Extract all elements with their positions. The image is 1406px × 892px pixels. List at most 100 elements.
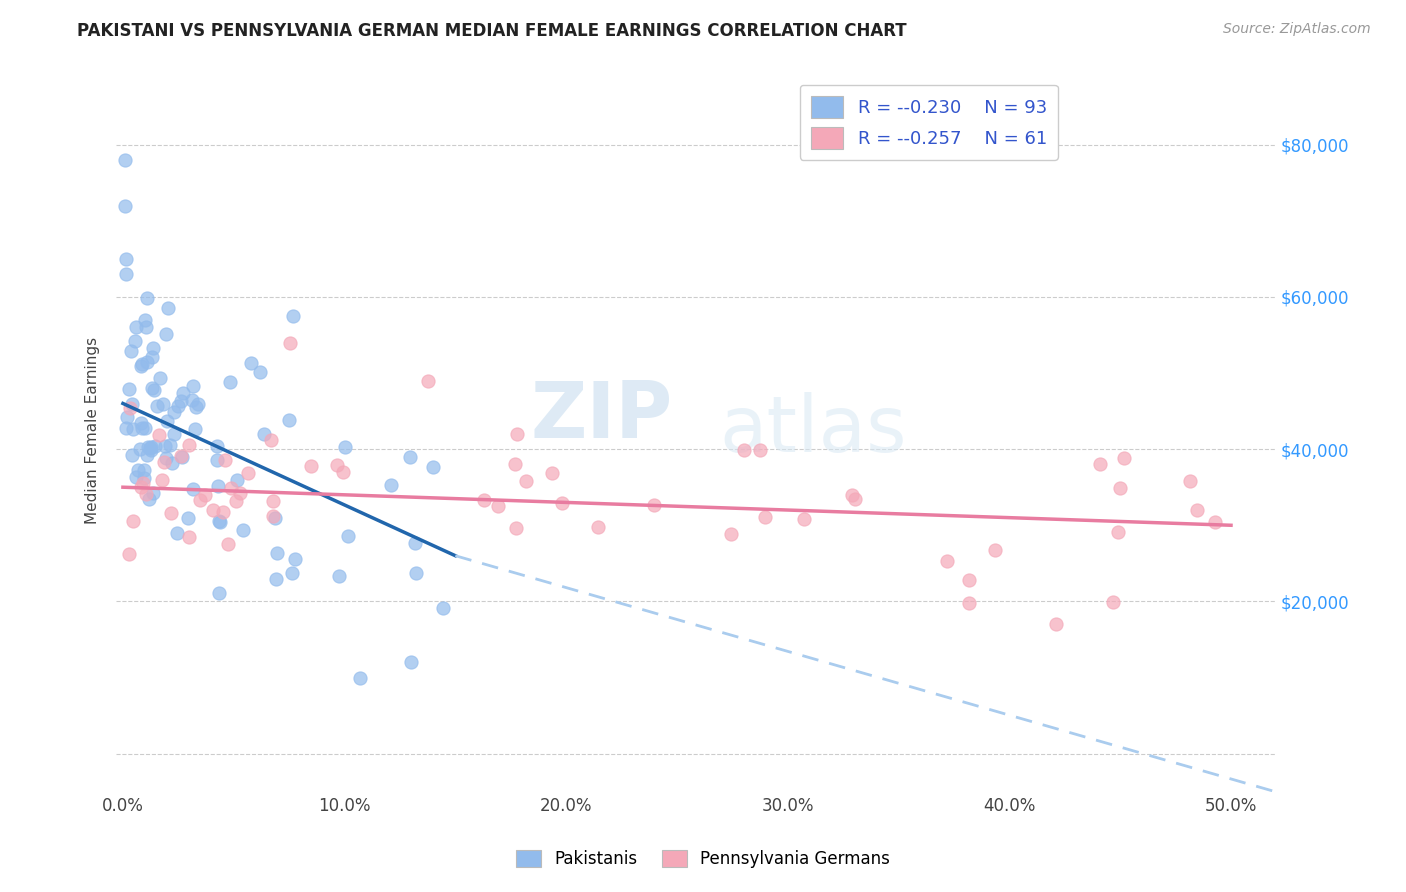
Point (280, 566, 302, 580)
Point (136, 355, 159, 369)
Point (170, 393, 193, 408)
Point (749, 443, 772, 458)
Point (131, 416, 153, 430)
Point (380, 478, 402, 492)
Point (129, 442, 152, 456)
Point (432, 601, 454, 615)
Point (135, 448, 157, 462)
Point (120, 401, 142, 415)
Point (205, 439, 228, 453)
Point (181, 378, 204, 392)
Legend: Pakistanis, Pennsylvania Germans: Pakistanis, Pennsylvania Germans (509, 843, 897, 875)
Point (181, 482, 204, 496)
Point (135, 487, 157, 501)
Point (170, 450, 193, 464)
Point (141, 350, 163, 364)
Point (1108, 481, 1130, 495)
Point (142, 486, 165, 500)
Point (416, 374, 439, 388)
Point (115, 267, 138, 281)
Point (194, 488, 217, 502)
Point (1114, 450, 1136, 465)
Point (349, 671, 371, 685)
Point (121, 397, 143, 411)
Point (142, 342, 165, 356)
Point (135, 319, 157, 334)
Point (1178, 474, 1201, 488)
Point (134, 421, 156, 435)
Point (148, 428, 170, 442)
Point (121, 448, 143, 462)
Point (515, 474, 537, 488)
Point (208, 586, 231, 600)
Point (155, 326, 177, 341)
Point (163, 427, 186, 442)
Point (129, 359, 152, 373)
Point (184, 421, 207, 435)
Point (125, 319, 148, 334)
Point (153, 454, 176, 468)
Point (139, 442, 162, 457)
Point (720, 527, 742, 541)
Point (141, 381, 163, 395)
Point (212, 505, 235, 519)
Point (278, 335, 301, 350)
Point (328, 568, 350, 582)
Point (404, 535, 426, 549)
Point (841, 488, 863, 502)
Point (177, 438, 200, 452)
Point (399, 450, 422, 464)
Point (405, 566, 427, 581)
Point (283, 310, 305, 324)
Point (253, 427, 276, 442)
Point (142, 383, 165, 397)
Point (136, 292, 159, 306)
Point (505, 457, 527, 471)
Point (957, 574, 980, 588)
Point (1204, 515, 1226, 529)
Point (155, 439, 177, 453)
Point (236, 467, 259, 481)
Point (299, 458, 322, 473)
Point (115, 421, 138, 435)
Point (284, 552, 307, 566)
Point (159, 506, 181, 520)
Point (734, 443, 756, 458)
Point (122, 422, 145, 436)
Point (1088, 457, 1111, 471)
Point (231, 523, 253, 537)
Point (643, 498, 665, 512)
Point (134, 471, 156, 485)
Point (214, 452, 236, 467)
Text: Source: ZipAtlas.com: Source: ZipAtlas.com (1223, 22, 1371, 37)
Point (127, 463, 149, 477)
Point (1102, 595, 1125, 609)
Point (240, 356, 263, 370)
Point (262, 509, 284, 524)
Point (983, 543, 1005, 558)
Point (160, 456, 183, 470)
Point (124, 334, 146, 349)
Point (207, 515, 229, 529)
Point (162, 405, 184, 419)
Point (793, 512, 815, 526)
Point (114, 252, 136, 266)
Point (152, 397, 174, 411)
Point (266, 546, 288, 560)
Point (219, 481, 242, 495)
Point (146, 399, 169, 413)
Point (225, 494, 247, 508)
Point (187, 397, 209, 411)
Point (138, 491, 160, 506)
Point (336, 529, 359, 543)
Point (136, 440, 159, 454)
Point (506, 427, 529, 442)
Point (115, 410, 138, 425)
Point (125, 470, 148, 484)
Point (262, 494, 284, 508)
Point (177, 530, 200, 544)
Point (143, 439, 166, 453)
Point (1107, 524, 1129, 539)
Point (131, 480, 153, 494)
Point (166, 526, 188, 541)
